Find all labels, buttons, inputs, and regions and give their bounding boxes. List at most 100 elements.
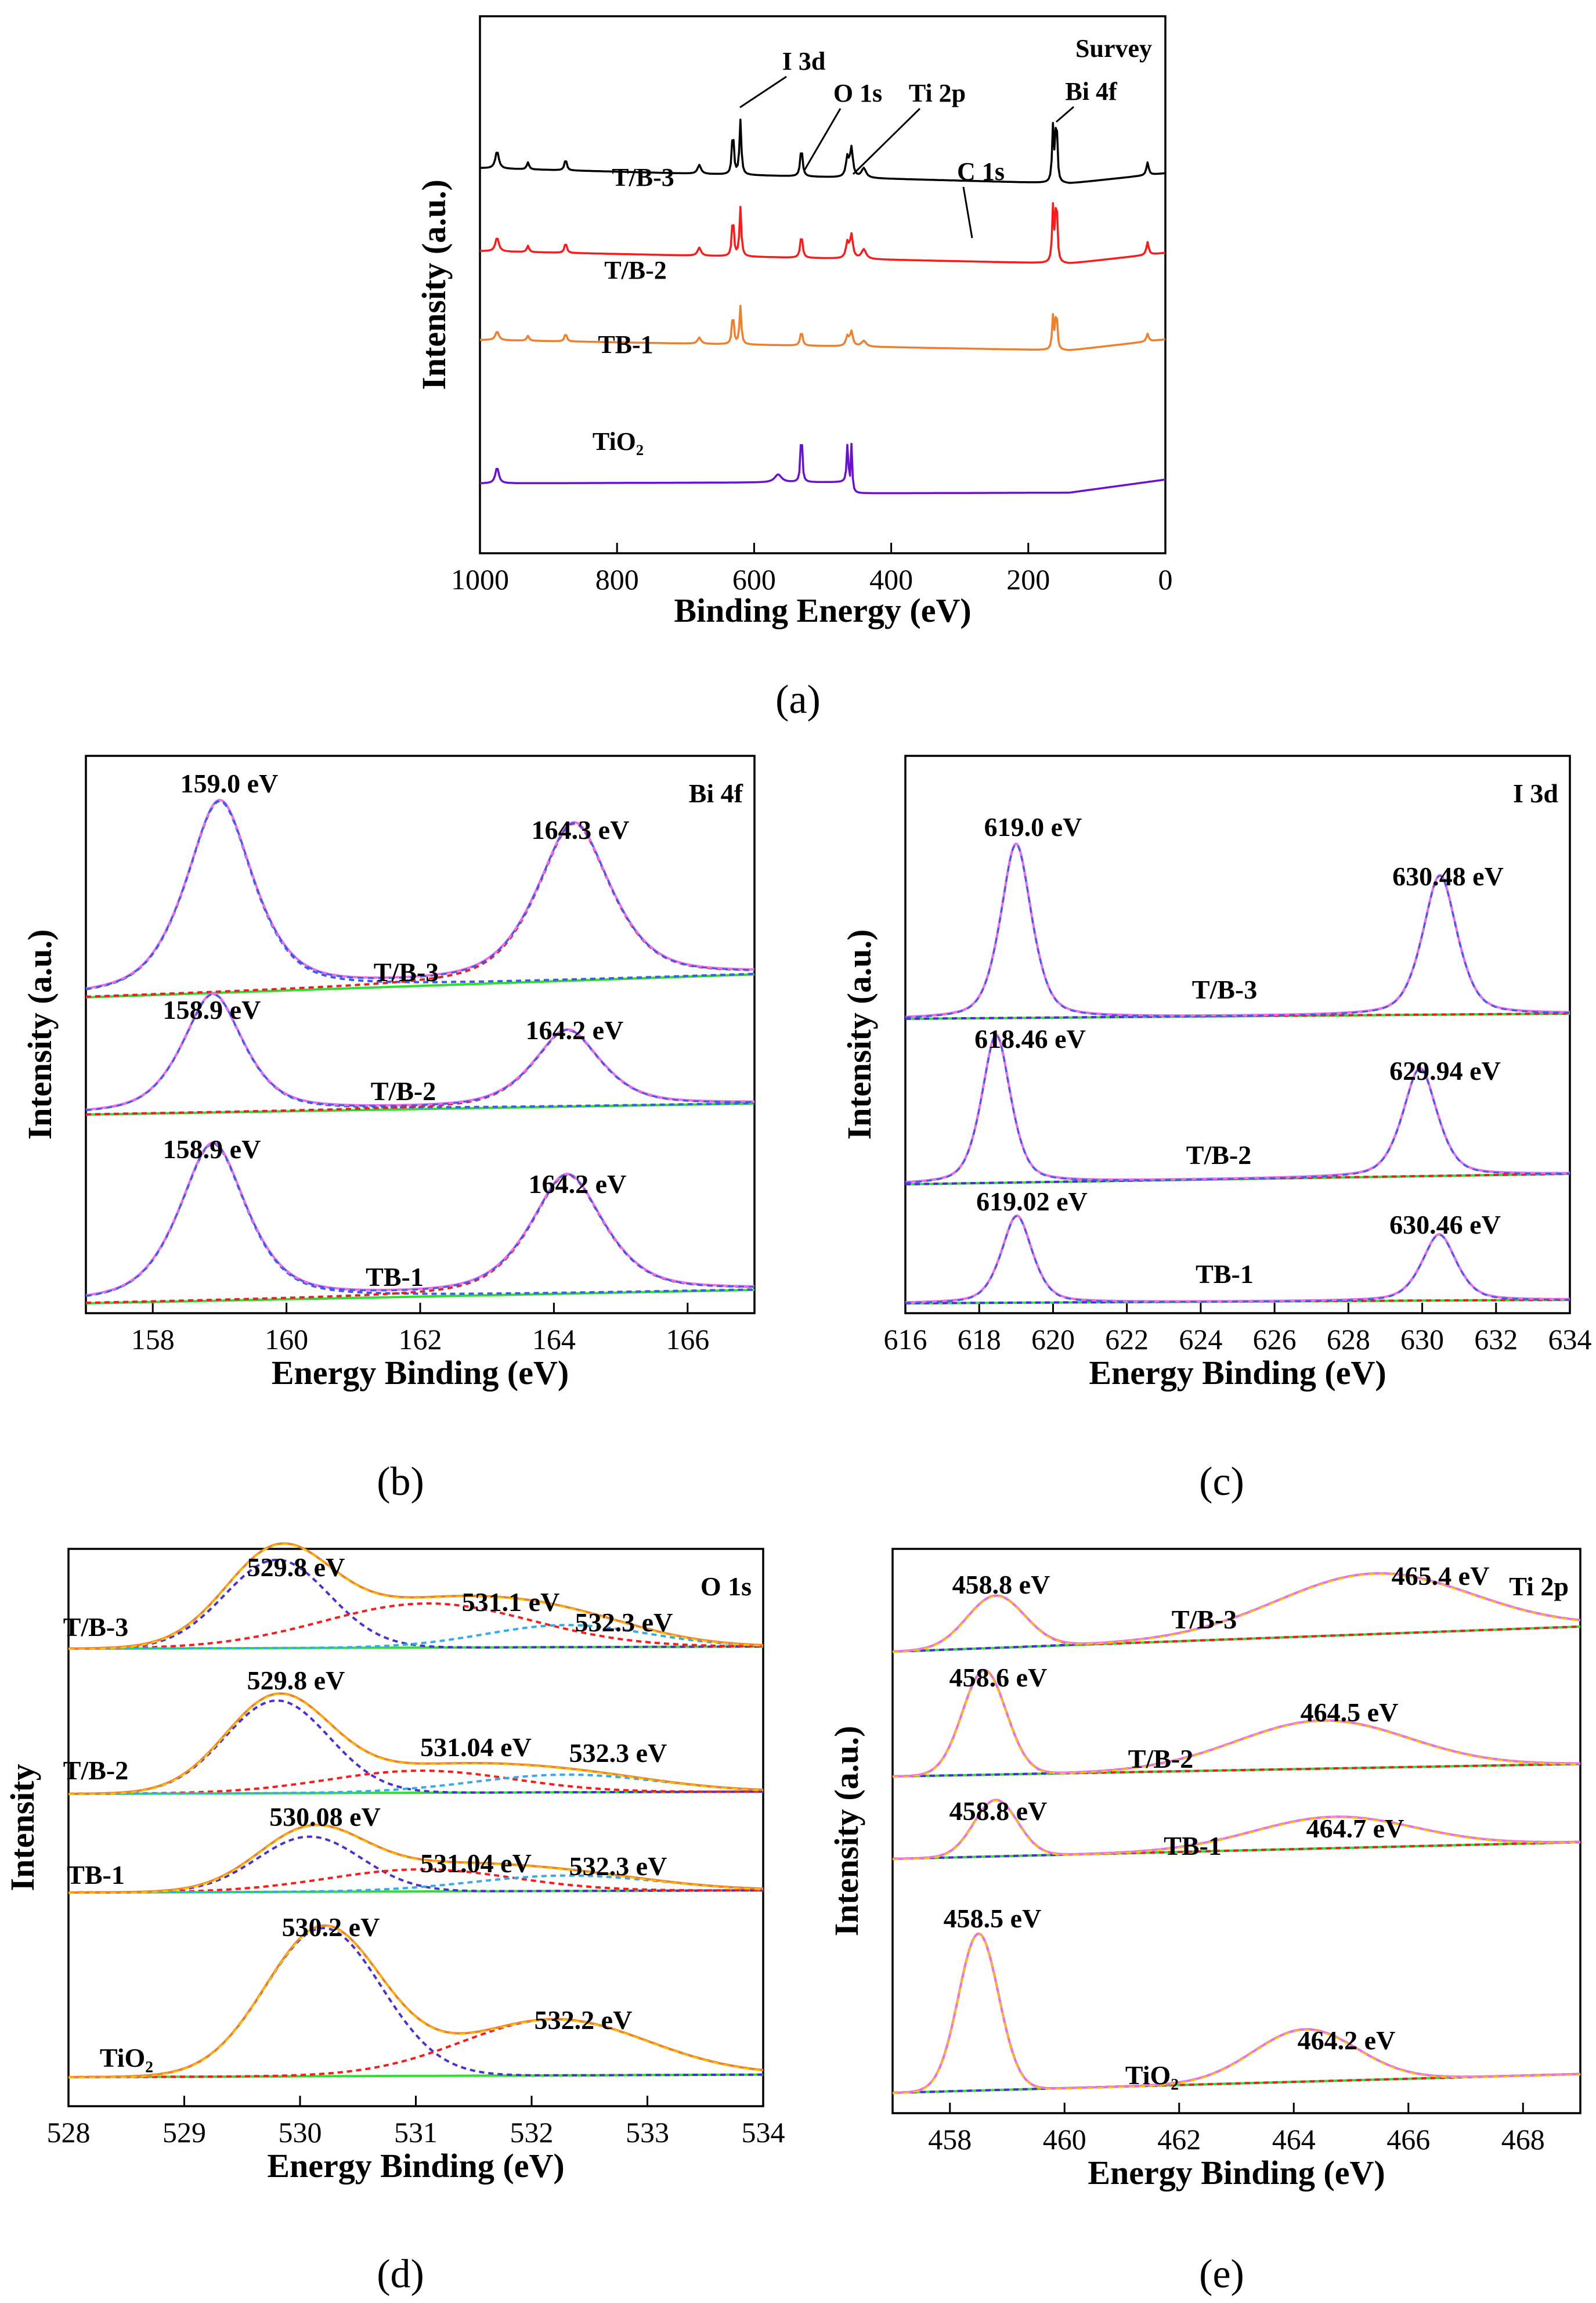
plot-frame — [891, 1548, 1581, 2114]
x-axis-label: Binding Energy (eV) — [674, 592, 971, 629]
x-tick-label: 800 — [595, 563, 639, 596]
plot-frame — [479, 15, 1167, 554]
fit-component — [68, 1624, 764, 1650]
series-label: TB-1 — [1164, 1831, 1222, 1861]
series-label: T/B-2 — [1186, 1140, 1251, 1170]
y-axis-label: Intensity (a.u.) — [21, 929, 59, 1140]
fit-component — [892, 1933, 1581, 2094]
panel-title: O 1s — [700, 1572, 752, 1601]
panel-c: 616 618 620 622 624 626 628 630 632 634 Energy Bin… — [840, 755, 1592, 1504]
series-label: TB-1 — [67, 1860, 125, 1890]
x-tick-label: 532 — [510, 2116, 554, 2149]
envelope-dashed — [85, 799, 754, 990]
x-tick-label: 468 — [1501, 2123, 1545, 2156]
x-tick-label: 158 — [131, 1323, 175, 1356]
peak-label: 630.46 eV — [1389, 1210, 1501, 1239]
annotation-label: Bi 4f — [1065, 77, 1118, 106]
y-axis-label: Intensity (a.u.) — [415, 179, 453, 390]
x-tick-label: 624 — [1179, 1323, 1222, 1356]
survey-trace — [479, 442, 1166, 495]
peak-label: 532.2 eV — [535, 2005, 633, 2035]
envelope-dashed — [68, 1693, 764, 1796]
x-tick-label: 618 — [958, 1323, 1001, 1356]
survey-trace — [480, 118, 1166, 184]
envelope-fit — [85, 1141, 755, 1297]
x-tick-label: 458 — [928, 2123, 972, 2156]
series-label: T/B-3 — [1192, 975, 1257, 1004]
envelope-dashed — [892, 1933, 1581, 2095]
annotation-pointer — [1056, 106, 1074, 123]
plot-frame — [904, 755, 1571, 1314]
peak-label: 529.8 eV — [247, 1552, 345, 1582]
envelope-dashed — [892, 1800, 1580, 1861]
annotation-pointer — [803, 108, 842, 172]
peak-label: 532.3 eV — [569, 1851, 667, 1881]
peak-label: 158.9 eV — [163, 1134, 261, 1164]
series-label: T/B-2 — [604, 256, 667, 284]
peak-label: 464.5 eV — [1301, 1697, 1399, 1727]
x-tick-label: 622 — [1105, 1323, 1149, 1356]
x-tick-label: 166 — [666, 1323, 709, 1356]
x-tick-label: 634 — [1548, 1323, 1592, 1356]
panel-title: Bi 4f — [689, 779, 743, 808]
fit-component — [68, 1558, 763, 1650]
peak-label: 458.5 eV — [944, 1904, 1042, 1933]
fit-component — [68, 2018, 764, 2078]
peak-label: 630.48 eV — [1392, 862, 1504, 891]
x-tick-label: 600 — [732, 563, 776, 596]
peak-label: 159.0 eV — [180, 769, 279, 798]
series-label: T/B-3 — [612, 163, 674, 192]
x-tick-label: 160 — [265, 1323, 308, 1356]
peak-label: 532.3 eV — [569, 1738, 667, 1768]
peak-label: 529.8 eV — [247, 1666, 345, 1695]
panel-title: Survey — [1075, 34, 1152, 63]
series-label: TB-1 — [366, 1262, 424, 1292]
x-tick-label: 164 — [532, 1323, 576, 1356]
panel-a: 1000 800 600 400 200 0 Binding Energy (eV) Inte… — [415, 15, 1173, 722]
x-tick-label: 530 — [279, 2116, 322, 2149]
x-tick-label: 531 — [394, 2116, 438, 2149]
peak-label: 458.6 eV — [949, 1663, 1048, 1692]
fit-component — [85, 1173, 754, 1304]
peak-label: 164.2 eV — [529, 1169, 627, 1199]
x-tick-label: 200 — [1006, 563, 1050, 596]
panel-sublabel: (e) — [1199, 2252, 1244, 2297]
x-tick-label: 1000 — [451, 563, 509, 596]
peak-label: 618.46 eV — [974, 1024, 1086, 1054]
x-axis-label: Energy Binding (eV) — [1089, 1354, 1386, 1392]
annotation-pointer — [739, 75, 787, 109]
panel-b: 158 160 162 164 166 Energy Binding (eV) Intens… — [21, 755, 756, 1504]
x-tick-label: 533 — [626, 2116, 669, 2149]
series-label: T/B-2 — [1128, 1744, 1193, 1774]
panel-sublabel: (c) — [1199, 1459, 1244, 1504]
peak-label: 458.8 eV — [952, 1570, 1050, 1599]
envelope-dashed — [68, 1825, 764, 1894]
peak-label: 629.94 eV — [1389, 1056, 1501, 1086]
y-axis-label: Intensity (a.u.) — [828, 1726, 865, 1937]
annotation-label: C 1s — [957, 157, 1005, 186]
fit-component — [893, 1719, 1580, 1778]
envelope-dashed — [892, 1670, 1580, 1778]
peak-label: 158.9 eV — [163, 995, 261, 1025]
x-tick-label: 0 — [1158, 563, 1173, 596]
series-label: T/B-3 — [1172, 1605, 1237, 1634]
panel-title: Ti 2p — [1509, 1572, 1569, 1601]
x-tick-label: 632 — [1474, 1323, 1518, 1356]
panel-d: 528 529 530 531 532 533 534 Energy Binding (eV)… — [3, 1542, 785, 2297]
x-tick-label: 529 — [163, 2116, 206, 2149]
x-tick-label: 460 — [1043, 2123, 1086, 2156]
peak-label: 619.0 eV — [984, 812, 1082, 842]
envelope-dashed — [892, 1573, 1581, 1653]
x-tick-label: 534 — [742, 2116, 785, 2149]
envelope-dashed — [85, 993, 754, 1112]
y-axis-label: Intensity (a.u.) — [840, 929, 878, 1140]
x-tick-label: 464 — [1272, 2123, 1316, 2156]
x-tick-label: 162 — [399, 1323, 442, 1356]
annotation-pointer — [962, 186, 973, 239]
annotation-label: I 3d — [782, 47, 826, 75]
fit-component — [86, 1029, 754, 1116]
series-label: TB-1 — [1196, 1259, 1254, 1289]
peak-label: 464.7 eV — [1306, 1814, 1404, 1843]
x-axis-label: Energy Binding (eV) — [1088, 2154, 1385, 2192]
